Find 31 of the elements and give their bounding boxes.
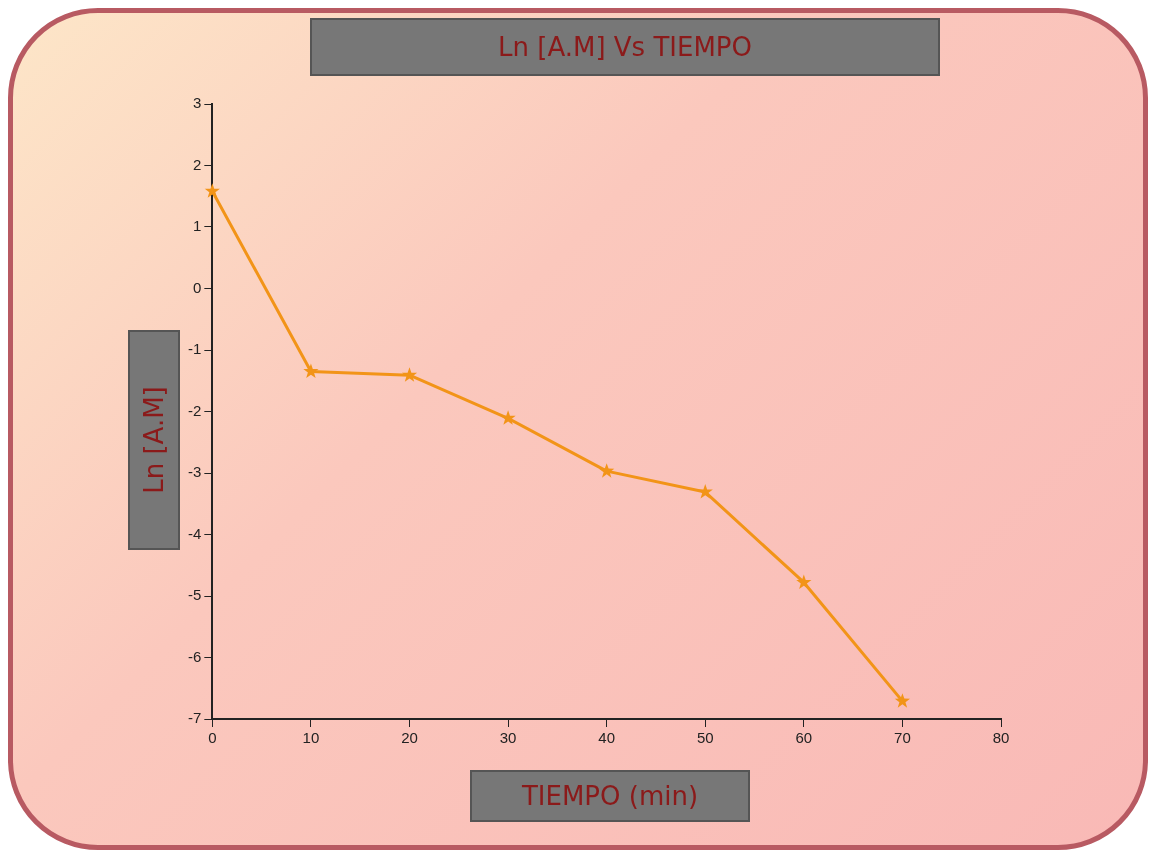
y-tick-label: 3 [192, 94, 202, 112]
point [697, 484, 713, 499]
chart-title: Ln [A.M] Vs TIEMPO [310, 18, 940, 76]
x-tick-label: 80 [992, 729, 1010, 747]
y-tick-label: 2 [192, 155, 202, 173]
x-tick-label: 50 [696, 729, 714, 747]
x-axis-title: TIEMPO (min) [470, 770, 750, 822]
x-tick-label: 30 [499, 729, 517, 747]
x-tick-label: 10 [302, 729, 320, 747]
y-tick-label: -3 [187, 463, 202, 481]
y-axis-title: Ln [A.M] [139, 386, 170, 494]
y-tick-label: 0 [192, 278, 202, 296]
x-tick-label: 20 [401, 729, 418, 747]
y-tick-label: -5 [187, 586, 202, 604]
x-tick-label: 60 [795, 729, 813, 747]
point [894, 693, 911, 708]
x-tick-label: 70 [894, 729, 911, 747]
y-tick-label: -6 [187, 647, 202, 665]
point [796, 574, 812, 589]
x-tick-label: 40 [598, 729, 616, 747]
point [303, 363, 319, 378]
y-tick-label: 1 [192, 217, 202, 235]
point [204, 183, 220, 198]
point [401, 367, 418, 382]
x-tick-label: 0 [208, 729, 217, 747]
point [599, 463, 615, 478]
y-tick-label: -1 [187, 340, 202, 358]
y-tick-label: -2 [187, 401, 202, 419]
y-tick-label: -7 [187, 709, 202, 727]
point [500, 410, 516, 425]
y-tick-label: -4 [187, 524, 202, 542]
